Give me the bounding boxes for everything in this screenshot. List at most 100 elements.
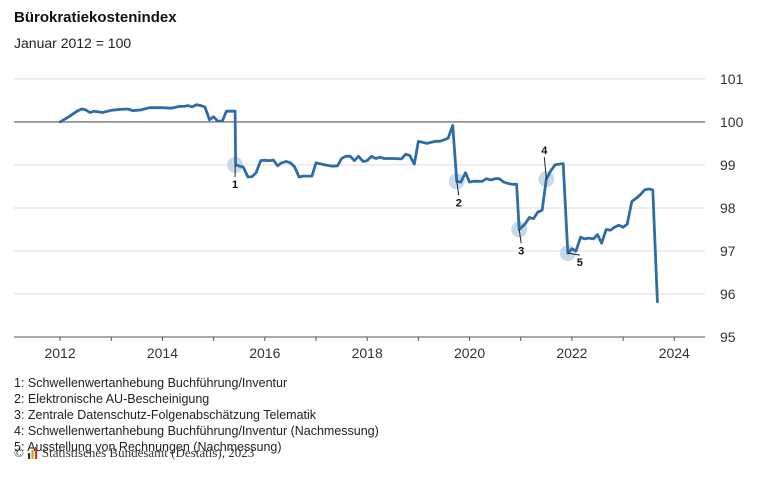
y-tick-label: 96 — [720, 286, 736, 302]
index-series-line — [58, 103, 659, 304]
data-point — [366, 160, 368, 162]
data-point — [187, 104, 189, 107]
data-point — [68, 116, 70, 118]
copyright-symbol: © — [14, 445, 24, 460]
data-point — [468, 181, 471, 183]
data-point — [345, 155, 347, 157]
data-point — [417, 140, 419, 142]
data-point — [264, 159, 266, 161]
data-point — [648, 188, 650, 190]
x-tick-label: 2024 — [659, 345, 690, 361]
data-point — [537, 211, 539, 213]
footnote-1: 1: Schwellenwertanhebung Buchführung/Inv… — [14, 376, 288, 390]
data-point — [101, 111, 104, 114]
data-point — [208, 119, 211, 121]
footnotes: 1: Schwellenwertanhebung Buchführung/Inv… — [14, 375, 379, 455]
annotation-label: 1 — [232, 179, 238, 191]
data-point — [140, 109, 142, 111]
x-tick-label: 2016 — [249, 345, 280, 361]
data-point — [221, 120, 223, 122]
data-point — [656, 301, 658, 303]
x-tick-label: 2022 — [556, 345, 587, 361]
data-point — [549, 170, 552, 172]
data-point — [601, 242, 603, 244]
data-point — [59, 121, 61, 123]
data-point — [340, 157, 343, 160]
data-point — [613, 226, 616, 228]
data-point — [631, 200, 633, 203]
data-point — [639, 194, 641, 196]
data-point — [592, 238, 595, 240]
data-point — [434, 140, 436, 142]
data-point — [277, 165, 279, 167]
data-point — [85, 109, 87, 111]
data-point — [93, 110, 95, 112]
data-point — [89, 111, 91, 114]
data-point — [178, 105, 180, 108]
data-point — [383, 157, 385, 160]
data-point — [596, 234, 599, 236]
data-point — [541, 209, 543, 211]
data-point — [644, 189, 646, 191]
data-point — [562, 163, 564, 165]
data-point — [460, 181, 462, 183]
data-point — [524, 223, 526, 225]
data-point — [170, 107, 172, 109]
line-chart: 95 96 97 98 99 100 101 2012 2014 2016 2018 2020 2022… — [14, 71, 744, 361]
destatis-logo-icon — [27, 447, 38, 459]
data-point — [285, 160, 287, 163]
data-point — [127, 108, 129, 110]
data-point — [558, 163, 560, 165]
chart-subtitle: Januar 2012 = 100 — [14, 35, 132, 51]
data-point — [324, 164, 326, 166]
y-tick-label: 97 — [720, 243, 736, 259]
x-tick-label: 2012 — [44, 345, 75, 361]
y-tick-label: 101 — [720, 71, 744, 87]
data-point — [315, 162, 317, 164]
data-point — [281, 162, 283, 164]
data-point — [183, 105, 185, 108]
data-point — [528, 216, 531, 219]
data-point — [511, 183, 513, 185]
annotation-leader — [543, 157, 547, 180]
data-point — [571, 248, 573, 250]
data-point — [191, 106, 193, 108]
data-point — [225, 110, 228, 112]
data-point — [353, 160, 355, 162]
data-point — [481, 180, 483, 182]
data-point — [379, 156, 381, 158]
data-point — [161, 107, 164, 109]
data-point — [217, 120, 219, 122]
data-point — [554, 164, 556, 166]
data-point — [426, 142, 428, 145]
data-point — [622, 226, 624, 228]
data-point — [413, 163, 415, 165]
data-point — [332, 165, 334, 167]
data-point — [260, 160, 262, 162]
data-point — [477, 180, 479, 182]
data-point — [575, 250, 577, 252]
data-point — [516, 183, 518, 185]
y-tick-label: 98 — [720, 200, 736, 216]
data-point — [464, 172, 467, 174]
annotation-label: 2 — [456, 197, 462, 209]
data-point — [247, 176, 249, 178]
y-tick-label: 95 — [720, 329, 736, 345]
data-point — [268, 160, 270, 162]
data-point — [652, 189, 654, 191]
data-point — [213, 116, 215, 118]
annotation-label: 4 — [541, 145, 548, 157]
data-point — [149, 107, 151, 109]
data-point — [507, 182, 509, 185]
data-point — [132, 110, 134, 112]
footnote-2: 2: Elektronische AU-Bescheinigung — [14, 392, 210, 406]
data-point — [234, 110, 236, 112]
data-point — [473, 180, 475, 182]
data-point — [311, 175, 313, 177]
y-tick-label: 100 — [720, 114, 744, 130]
data-point — [200, 104, 202, 107]
data-point — [580, 236, 582, 238]
data-point — [204, 106, 206, 108]
annotation-leader — [567, 252, 580, 256]
data-point — [76, 110, 78, 112]
